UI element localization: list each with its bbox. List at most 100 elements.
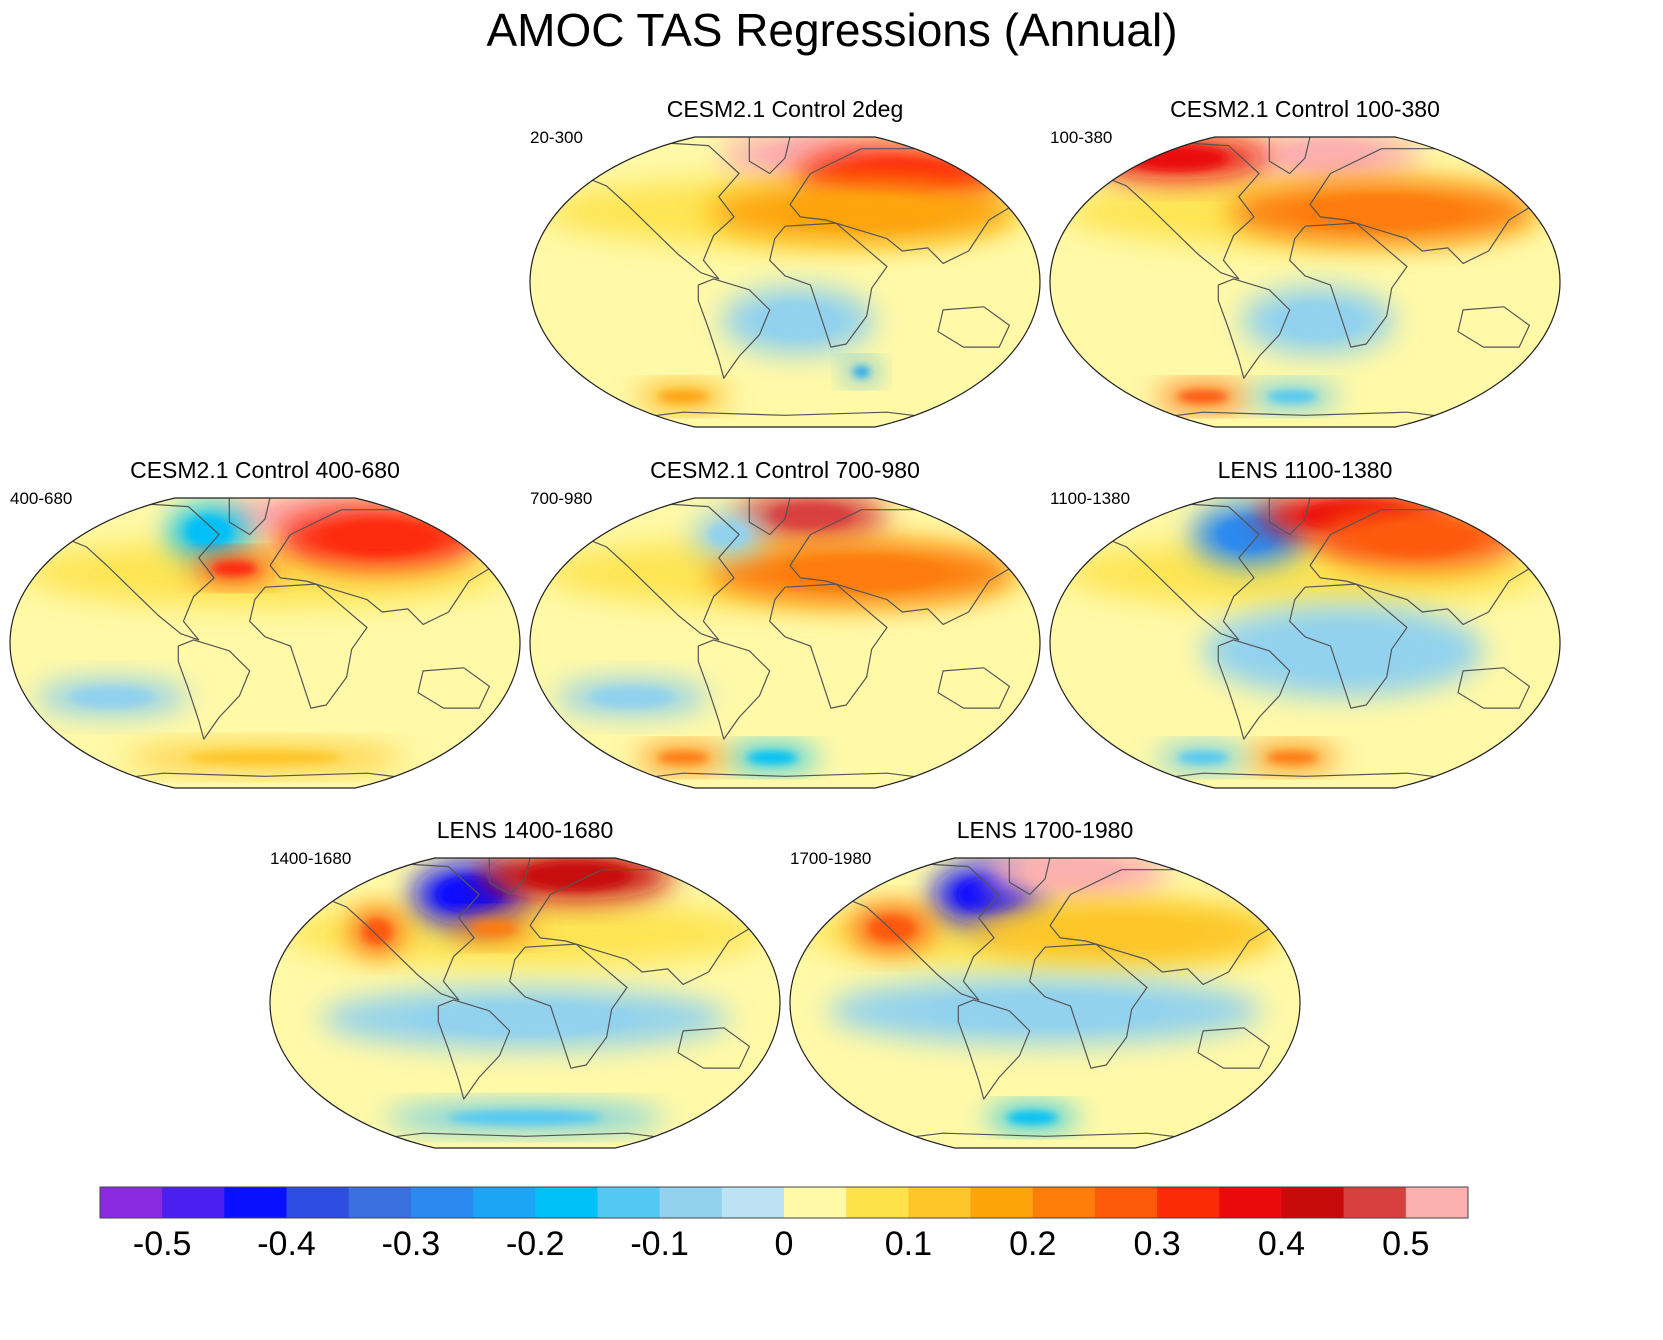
- coastline: [677, 1027, 750, 1069]
- map-outline: [529, 497, 1041, 789]
- colorbar-tick-label: 0.4: [1258, 1225, 1305, 1263]
- panel-corner-label: 100-380: [1050, 128, 1112, 147]
- colorbar-box: [410, 1187, 474, 1218]
- colorbar-tick-label: 0.2: [1009, 1225, 1056, 1263]
- map-anomaly-core: [1266, 625, 1421, 677]
- coastline: [529, 869, 756, 985]
- coastline: [249, 583, 368, 709]
- map-anomaly-core: [869, 916, 915, 941]
- map-anomaly-core: [363, 919, 392, 944]
- coastline: [228, 498, 271, 536]
- map-anomaly-core: [438, 877, 500, 912]
- coastline: [1309, 509, 1536, 625]
- panel-corner-label: 700-980: [530, 489, 592, 508]
- map-panel: LENS 1400-1680 1400-1680: [269, 817, 781, 1149]
- coastline: [1268, 137, 1311, 175]
- map-panel: CESM2.1 Control 400-680 400-680: [9, 457, 521, 789]
- map-anomaly-core: [768, 503, 853, 529]
- map-anomaly-core: [1177, 390, 1229, 403]
- colorbar-tick-label: 0.3: [1133, 1225, 1180, 1263]
- colorbar-box: [535, 1187, 598, 1218]
- map-anomaly-core: [657, 751, 709, 764]
- map-anomaly-core: [1267, 751, 1318, 764]
- coastline: [269, 509, 496, 625]
- map-panel: LENS 1700-1980 1700-1980: [789, 817, 1301, 1149]
- colorbar-box: [1219, 1187, 1282, 1218]
- colorbar-tick-label: 0.1: [885, 1225, 932, 1263]
- panel-corner-label: 1700-1980: [790, 849, 871, 868]
- coastline: [937, 306, 1010, 348]
- panel-title: CESM2.1 Control 700-980: [650, 457, 920, 483]
- coastline: [1457, 667, 1530, 709]
- panel-corner-label: 1400-1680: [270, 849, 351, 868]
- map-anomaly-core: [522, 862, 630, 890]
- coastline: [748, 137, 791, 175]
- coastline: [769, 222, 888, 348]
- colorbar-box: [224, 1187, 287, 1218]
- colorbar-tick-label: -0.1: [630, 1225, 689, 1263]
- coastline: [1008, 858, 1051, 896]
- map-anomaly-core: [447, 1110, 603, 1125]
- colorbar-box: [162, 1187, 225, 1218]
- coastline: [315, 862, 480, 1001]
- map-panel: CESM2.1 Control 100-380 100-380: [1049, 96, 1561, 428]
- colorbar-tick-label: 0.5: [1382, 1225, 1429, 1263]
- map-outline: [529, 136, 1041, 428]
- colorbar-box: [597, 1187, 661, 1218]
- coastline: [1029, 943, 1148, 1069]
- map-anomaly-core: [925, 991, 1165, 1030]
- colorbar-box: [659, 1187, 723, 1218]
- coastline: [1197, 1027, 1270, 1069]
- coastline: [177, 639, 251, 740]
- coastline: [1289, 583, 1408, 709]
- colorbar-box: [970, 1187, 1034, 1218]
- coastline: [957, 999, 1031, 1100]
- map-anomaly-core: [187, 750, 343, 765]
- panel-corner-label: 20-300: [530, 128, 583, 147]
- panel-title: CESM2.1 Control 2deg: [667, 96, 904, 122]
- colorbar-box: [1281, 1187, 1345, 1218]
- map-anomaly-core: [589, 687, 675, 708]
- map-anomaly-core: [755, 301, 840, 340]
- coastline: [1095, 502, 1260, 641]
- colorbar-box: [473, 1187, 536, 1218]
- map-anomaly-core: [211, 561, 257, 576]
- coastline: [697, 278, 771, 379]
- map-anomaly-core: [1281, 141, 1380, 169]
- map-anomaly-core: [657, 390, 709, 403]
- map-anomaly-core: [1025, 858, 1127, 888]
- map-outline: [269, 857, 781, 1149]
- coastline: [509, 943, 628, 1069]
- map-outline: [789, 857, 1301, 1149]
- panel-title: CESM2.1 Control 400-680: [130, 457, 400, 483]
- panel-corner-label: 400-680: [10, 489, 72, 508]
- map-anomaly-core: [777, 556, 946, 591]
- panel-corner-label: 1100-1380: [1050, 489, 1130, 508]
- colorbar-box: [908, 1187, 971, 1218]
- colorbar-frame: [99, 1186, 1469, 1219]
- colorbar-box: [1094, 1187, 1158, 1218]
- map-anomaly-core: [777, 195, 946, 230]
- coastline: [437, 999, 511, 1100]
- coastline: [1309, 148, 1536, 264]
- map-panel: CESM2.1 Control 700-980 700-980: [529, 457, 1041, 789]
- colorbar-box: [1032, 1187, 1096, 1218]
- coastline: [748, 498, 791, 536]
- map-anomaly-core: [1037, 916, 1206, 951]
- map-anomaly-core: [853, 366, 870, 378]
- map-panel: CESM2.1 Control 2deg 20-300: [529, 96, 1041, 428]
- coastline: [417, 667, 490, 709]
- coastline: [789, 148, 1016, 264]
- coastline: [1268, 498, 1311, 536]
- coastline: [1217, 278, 1291, 379]
- colorbar-tick-label: 0: [775, 1225, 794, 1263]
- map-panel: LENS 1100-1380 1100-1380: [1049, 457, 1561, 789]
- coastline: [697, 639, 771, 740]
- coastline: [1095, 141, 1260, 280]
- coastline: [1049, 869, 1276, 985]
- map-anomaly-core: [1275, 301, 1360, 340]
- coastline: [835, 862, 1000, 1001]
- panel-title: LENS 1100-1380: [1218, 457, 1393, 483]
